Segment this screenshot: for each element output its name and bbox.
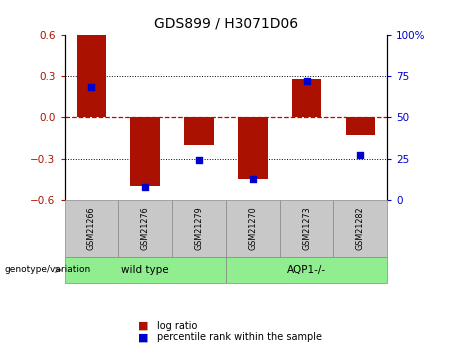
Title: GDS899 / H3071D06: GDS899 / H3071D06 xyxy=(154,17,298,31)
Point xyxy=(303,78,310,83)
Point xyxy=(249,176,256,181)
Text: GSM21273: GSM21273 xyxy=(302,207,311,250)
Text: ■: ■ xyxy=(138,333,149,342)
Point xyxy=(88,85,95,90)
Text: GSM21266: GSM21266 xyxy=(87,207,96,250)
Bar xyxy=(346,117,375,135)
Point xyxy=(142,184,149,190)
Text: genotype/variation: genotype/variation xyxy=(5,265,91,275)
Text: GSM21279: GSM21279 xyxy=(195,207,203,250)
Point xyxy=(195,158,203,163)
Point xyxy=(357,152,364,158)
Text: GSM21270: GSM21270 xyxy=(248,207,257,250)
Bar xyxy=(238,117,267,179)
Text: wild type: wild type xyxy=(121,265,169,275)
Text: AQP1-/-: AQP1-/- xyxy=(287,265,326,275)
Bar xyxy=(77,34,106,117)
Bar xyxy=(184,117,214,145)
Text: ■: ■ xyxy=(138,321,149,331)
Text: GSM21282: GSM21282 xyxy=(356,207,365,250)
Text: GSM21276: GSM21276 xyxy=(141,207,150,250)
Text: log ratio: log ratio xyxy=(157,321,197,331)
Bar xyxy=(292,79,321,117)
Text: percentile rank within the sample: percentile rank within the sample xyxy=(157,333,322,342)
Bar xyxy=(130,117,160,186)
